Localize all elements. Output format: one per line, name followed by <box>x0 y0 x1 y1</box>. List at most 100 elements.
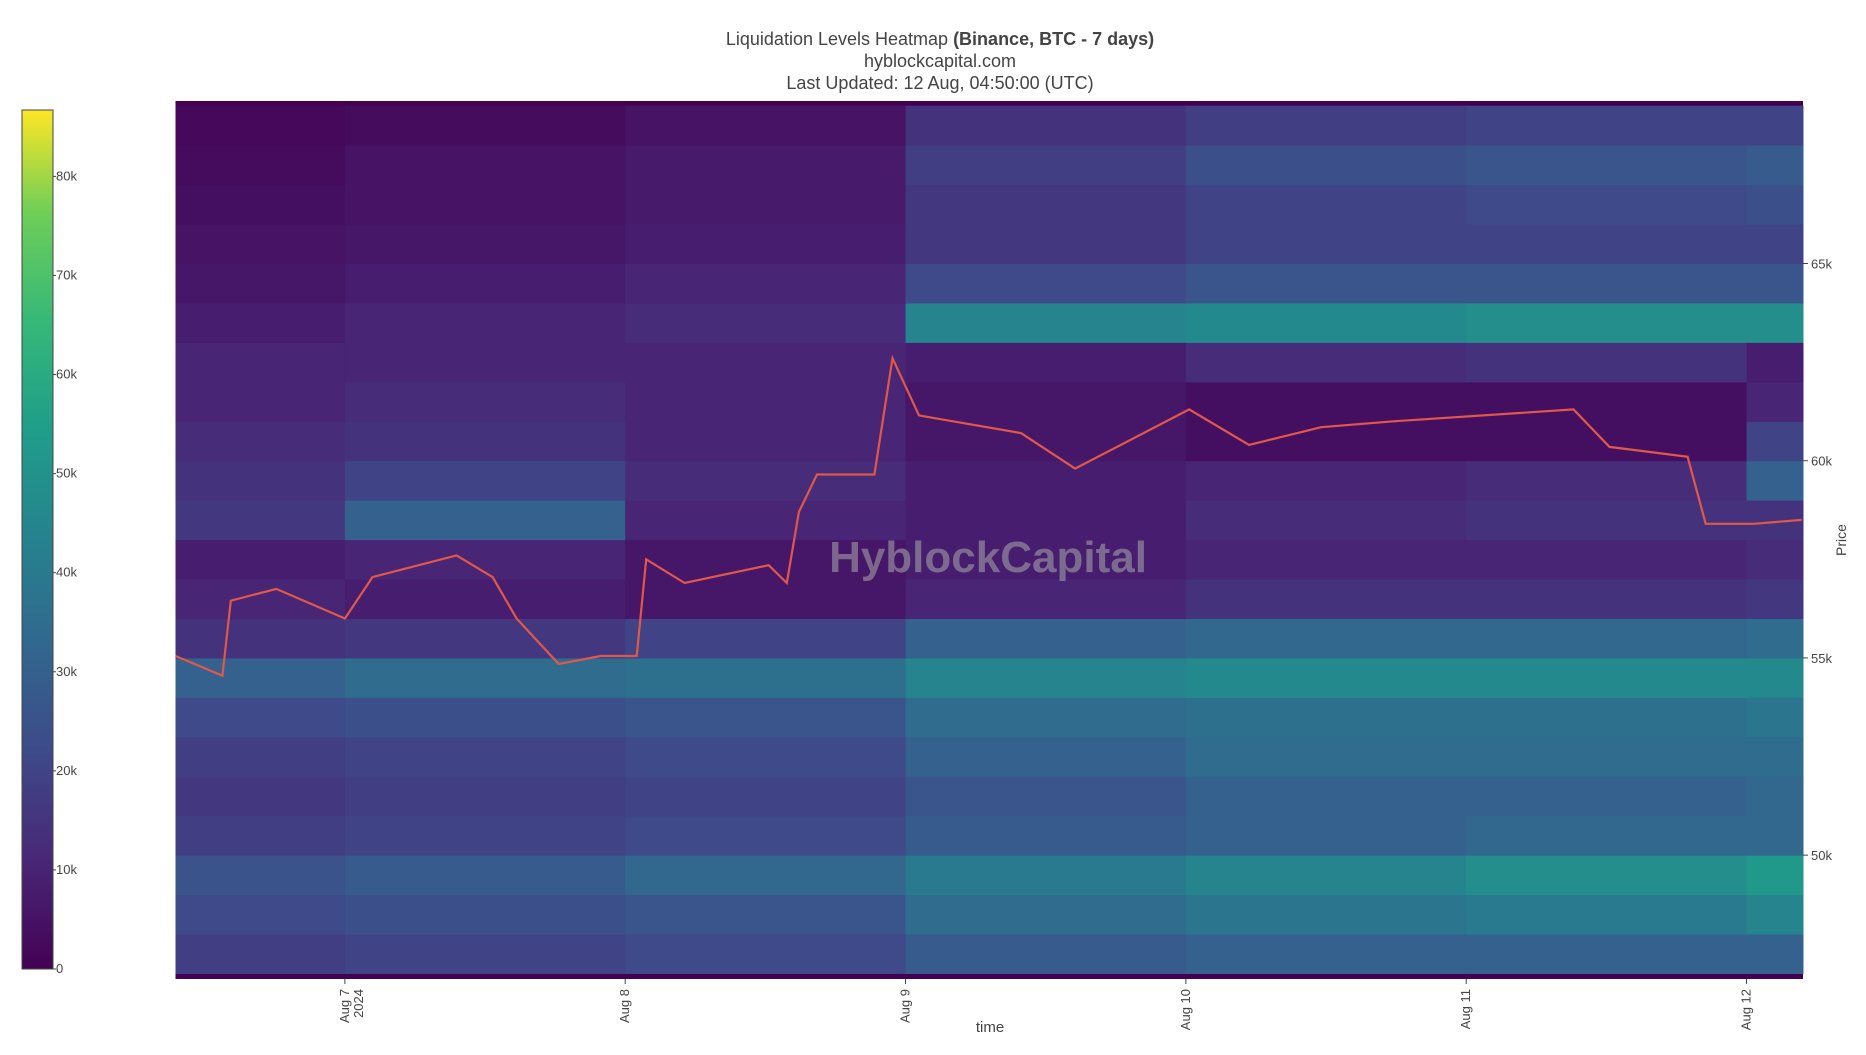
title-main: Liquidation Levels Heatmap <box>726 29 948 49</box>
heat-cell <box>1746 224 1804 265</box>
colorbar-tick-label: 20k <box>56 763 77 778</box>
heat-cell <box>175 184 346 225</box>
y-tick-label: 55k <box>1811 651 1832 666</box>
heatmap <box>175 101 1804 979</box>
heat-cell <box>1185 184 1467 225</box>
heat-cell <box>175 579 346 619</box>
heat-cell <box>625 815 907 856</box>
heat-cell <box>175 105 346 146</box>
colorbar-tick-label: 80k <box>56 168 77 183</box>
heat-cell <box>1466 855 1748 896</box>
heat-cell <box>1185 105 1467 146</box>
heat-cell <box>1746 579 1804 619</box>
heat-cell <box>1746 894 1804 935</box>
heat-cell <box>175 224 346 265</box>
heat-cell <box>625 736 907 777</box>
heat-cell <box>625 302 907 343</box>
heat-cell <box>1185 855 1467 896</box>
heat-cell <box>1746 460 1804 501</box>
heat-cell <box>905 855 1187 896</box>
x-tick-label: Aug 8 <box>617 989 632 1023</box>
heat-cell <box>905 342 1187 383</box>
heat-cell <box>905 105 1187 146</box>
overlay: HyblockCapital 50k 55k 60k 65k Price Aug 7 2024… <box>175 257 1849 1036</box>
heat-cell <box>344 145 626 186</box>
subtitle: hyblockcapital.com <box>864 51 1016 71</box>
heat-cell <box>905 421 1187 462</box>
heat-cell <box>625 342 907 383</box>
heat-cell <box>344 224 626 265</box>
heat-cell <box>1746 302 1804 343</box>
colorbar-tick-label: 50k <box>56 466 77 481</box>
heat-cell <box>1185 657 1467 698</box>
heat-cell <box>905 145 1187 186</box>
heat-cell <box>1746 105 1804 146</box>
heat-cell <box>905 381 1187 422</box>
colorbar-tick-label: 30k <box>56 664 77 679</box>
heat-cell <box>1466 224 1748 265</box>
heat-cell <box>344 618 626 659</box>
heat-cell <box>344 105 626 146</box>
heat-cell <box>905 776 1187 817</box>
heat-cell <box>1466 184 1748 225</box>
heat-cell <box>344 460 626 501</box>
x-axis-label: time <box>976 1019 1004 1036</box>
heat-cell <box>175 657 346 698</box>
heat-cell <box>1466 263 1748 304</box>
heat-cell <box>1466 736 1748 777</box>
heat-cell <box>625 657 907 698</box>
heat-cell <box>175 736 346 777</box>
heat-cell <box>905 697 1187 738</box>
heat-cell <box>1185 539 1467 580</box>
heat-cell <box>1466 776 1748 817</box>
heat-cell <box>175 855 346 896</box>
heat-cell <box>1466 579 1748 619</box>
heat-cell <box>344 342 626 383</box>
heat-cell <box>1185 736 1467 777</box>
heat-cell <box>1185 776 1467 817</box>
heat-cell <box>905 460 1187 501</box>
heat-cell <box>344 263 626 304</box>
heat-cell <box>625 697 907 738</box>
heat-cell <box>905 657 1187 698</box>
heat-cell <box>1746 776 1804 817</box>
heat-cell <box>905 184 1187 225</box>
heat-cell <box>905 579 1187 619</box>
heat-cell <box>344 776 626 817</box>
heat-cell <box>1185 697 1467 738</box>
heat-cell <box>175 894 346 935</box>
heat-cell <box>175 539 346 580</box>
heat-cell <box>1466 421 1748 462</box>
heat-cell <box>175 934 346 974</box>
heat-cell <box>1466 618 1748 659</box>
heat-cell <box>905 815 1187 856</box>
heat-cell <box>1185 579 1467 619</box>
colorbar-tick-label: 10k <box>56 862 77 877</box>
colorbar-tick-label: 70k <box>56 267 77 282</box>
heat-cell <box>905 302 1187 343</box>
x-tick-sublabel: 2024 <box>351 989 366 1018</box>
heat-cell <box>625 145 907 186</box>
heat-cell <box>1746 657 1804 698</box>
heat-cell <box>344 657 626 698</box>
heat-cell <box>1466 302 1748 343</box>
x-tick-label: Aug 7 <box>337 989 352 1023</box>
heat-cell <box>1466 657 1748 698</box>
updated: Last Updated: 12 Aug, 04:50:00 (UTC) <box>786 73 1093 93</box>
heat-cell <box>344 500 626 541</box>
heat-cell <box>1185 263 1467 304</box>
heat-cell <box>1746 855 1804 896</box>
heat-cell <box>1185 618 1467 659</box>
heat-cell <box>1466 381 1748 422</box>
heat-cell <box>175 381 346 422</box>
heat-cell <box>175 697 346 738</box>
heat-cell <box>1746 184 1804 225</box>
heat-cell <box>1185 381 1467 422</box>
heat-cell <box>905 736 1187 777</box>
heat-cell <box>1466 815 1748 856</box>
heat-cell <box>344 579 626 619</box>
heat-cell <box>905 263 1187 304</box>
y-tick-label: 60k <box>1811 454 1832 469</box>
watermark: HyblockCapital <box>829 533 1147 582</box>
